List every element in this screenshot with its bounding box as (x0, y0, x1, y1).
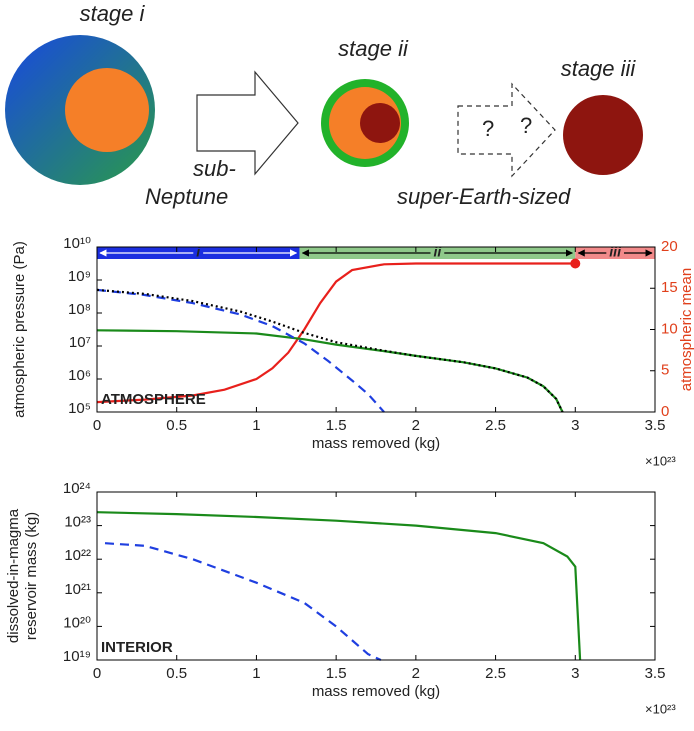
x-tick-label: 3.5 (645, 665, 666, 682)
y-tick-label: 10⁷ (69, 334, 91, 351)
stage-label: stage i (80, 1, 146, 26)
x-tick-label: 3 (571, 417, 579, 434)
y-axis-label: reservoir mass (kg) (23, 512, 40, 640)
dashed-arrow (457, 82, 556, 178)
x-axis-label: mass removed (kg) (312, 435, 440, 452)
x-tick-label: 1.5 (326, 417, 347, 434)
data-line (96, 288, 385, 413)
data-line (96, 511, 582, 661)
plot-frame (96, 246, 656, 413)
stage-label: stage ii (338, 36, 409, 61)
diagram: stage i stage ii stage iii sub- Neptune … (5, 1, 643, 209)
x-tick-label: 1.5 (326, 665, 347, 682)
data-line (96, 262, 576, 404)
x-tick-label: 2.5 (485, 665, 506, 682)
label-bg (193, 247, 204, 259)
x-tick-label: 1 (252, 417, 260, 434)
stage-label: i (196, 244, 201, 260)
y2-tick-label: 10 (661, 320, 678, 337)
y-axis-label: atmospheric pressure (Pa) (11, 241, 28, 418)
y-tick-label: 10²² (64, 547, 91, 564)
x-tick-label: 3 (571, 665, 579, 682)
annotation: INTERIOR (101, 639, 173, 656)
stage-label: stage iii (561, 56, 637, 81)
x-tick-label: 2 (412, 417, 420, 434)
y-tick-label: 10⁶ (68, 367, 91, 384)
planet-type: Neptune (145, 184, 228, 209)
core (360, 103, 400, 143)
x-tick-label: 3.5 (645, 417, 666, 434)
x-multiplier: ×10²³ (645, 701, 676, 716)
stage-label: iii (609, 244, 622, 260)
y2-label-line: atmospheric mean (678, 268, 694, 391)
y-tick-label: 10²¹ (64, 581, 91, 598)
y2-tick-label: 15 (661, 279, 678, 296)
y-axis-label: dissolved-in-magma (5, 508, 22, 643)
y2-axis-label: atmospheric mean (678, 268, 694, 391)
x-axis-label: mass removed (kg) (312, 683, 440, 700)
question-mark: ? (520, 113, 532, 138)
y-tick-label: 10²³ (64, 514, 91, 531)
x-tick-label: 0.5 (166, 417, 187, 434)
y-tick-label: 10¹⁰ (63, 235, 91, 252)
y-tick-label: 10⁸ (68, 301, 91, 318)
question-mark: ? (482, 116, 494, 141)
planet-type: sub- (193, 156, 236, 181)
arrow (196, 70, 299, 176)
end-marker (570, 258, 581, 269)
x-tick-label: 2.5 (485, 417, 506, 434)
label-bg (430, 247, 445, 259)
x-tick-label: 0 (93, 417, 101, 434)
y2-tick-label: 20 (661, 238, 678, 255)
x-tick-label: 0.5 (166, 665, 187, 682)
y-tick-label: 10²⁰ (63, 614, 91, 631)
label-bg (606, 247, 624, 259)
core (65, 68, 149, 152)
annotation: ATMOSPHERE (101, 391, 206, 408)
plot-frame (96, 491, 656, 661)
y-tick-label: 10¹⁹ (63, 648, 91, 665)
data-line (104, 542, 382, 661)
stage-iii-planet (563, 95, 643, 175)
x-tick-label: 0 (93, 665, 101, 682)
y2-tick-label: 0 (661, 403, 669, 420)
x-tick-label: 2 (412, 665, 420, 682)
planet-type: super-Earth-sized (397, 184, 571, 209)
stage-label: ii (433, 244, 442, 260)
y-tick-label: 10⁹ (68, 268, 91, 285)
y-tick-label: 10⁵ (68, 400, 91, 417)
x-multiplier: ×10²³ (645, 453, 676, 468)
x-tick-label: 1 (252, 665, 260, 682)
y2-tick-label: 5 (661, 362, 669, 379)
y-tick-label: 10²⁴ (63, 480, 91, 497)
